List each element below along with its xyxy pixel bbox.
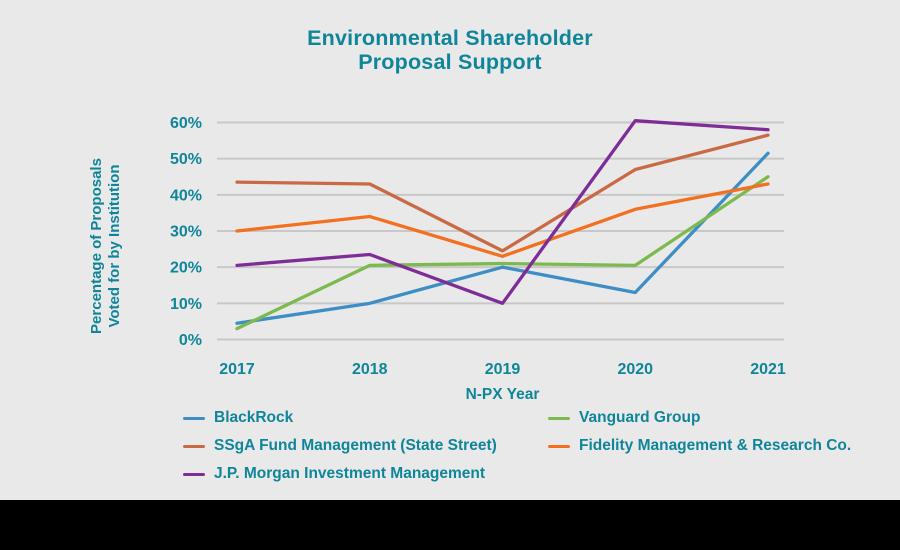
legend-item-fidelity-management-research-co: Fidelity Management & Research Co.: [548, 437, 851, 455]
legend-label: J.P. Morgan Investment Management: [214, 465, 486, 482]
legend-swatch-icon: [548, 416, 570, 420]
x-tick-label-2017: 2017: [219, 361, 255, 378]
y-tick-label-0: 0%: [179, 332, 202, 349]
legend-label: BlackRock: [214, 409, 294, 426]
y-tick-label-30: 30%: [170, 223, 202, 240]
legend-item-j-p-morgan-investment-management: J.P. Morgan Investment Management: [183, 465, 548, 483]
legend-swatch-icon: [548, 444, 570, 448]
legend-item-ssga-fund-management-state-street: SSgA Fund Management (State Street): [183, 437, 548, 455]
footer-bar: [0, 500, 900, 550]
legend-item-vanguard-group: Vanguard Group: [548, 409, 851, 427]
line-chart-plot: 0% 10% 20% 30% 40% 50% 60% 2017 2018 2019 2020 2021…: [170, 115, 786, 403]
x-tick-label-2021: 2021: [750, 361, 786, 378]
legend-item-blackrock: BlackRock: [183, 409, 548, 427]
line-series-fidelity-management-research-co: [235, 182, 770, 258]
line-series-j-p-morgan-investment-management: [235, 119, 770, 305]
x-tick-label-2018: 2018: [352, 361, 388, 378]
legend-label: Fidelity Management & Research Co.: [579, 437, 852, 454]
legend-label: Vanguard Group: [579, 409, 701, 426]
y-tick-label-20: 20%: [170, 260, 202, 277]
line-series-vanguard-group: [235, 175, 770, 331]
legend-label: SSgA Fund Management (State Street): [214, 437, 497, 454]
chart-title: Environmental Shareholder Proposal Suppo…: [307, 26, 593, 74]
line-series-blackrock: [235, 151, 770, 325]
y-tick-label-40: 40%: [170, 187, 202, 204]
x-tick-label-2020: 2020: [617, 361, 653, 378]
legend-swatch-icon: [183, 444, 205, 448]
x-tick-label-2019: 2019: [485, 361, 521, 378]
line-series-ssga-fund-management-state-street: [235, 133, 770, 253]
legend-swatch-icon: [183, 416, 205, 420]
legend: BlackRock SSgA Fund Management (State Str…: [183, 404, 851, 488]
legend-swatch-icon: [183, 472, 205, 476]
y-tick-label-50: 50%: [170, 151, 202, 168]
x-axis-title: N-PX Year: [466, 386, 540, 403]
y-tick-label-60: 60%: [170, 115, 202, 132]
y-tick-label-10: 10%: [170, 296, 202, 313]
